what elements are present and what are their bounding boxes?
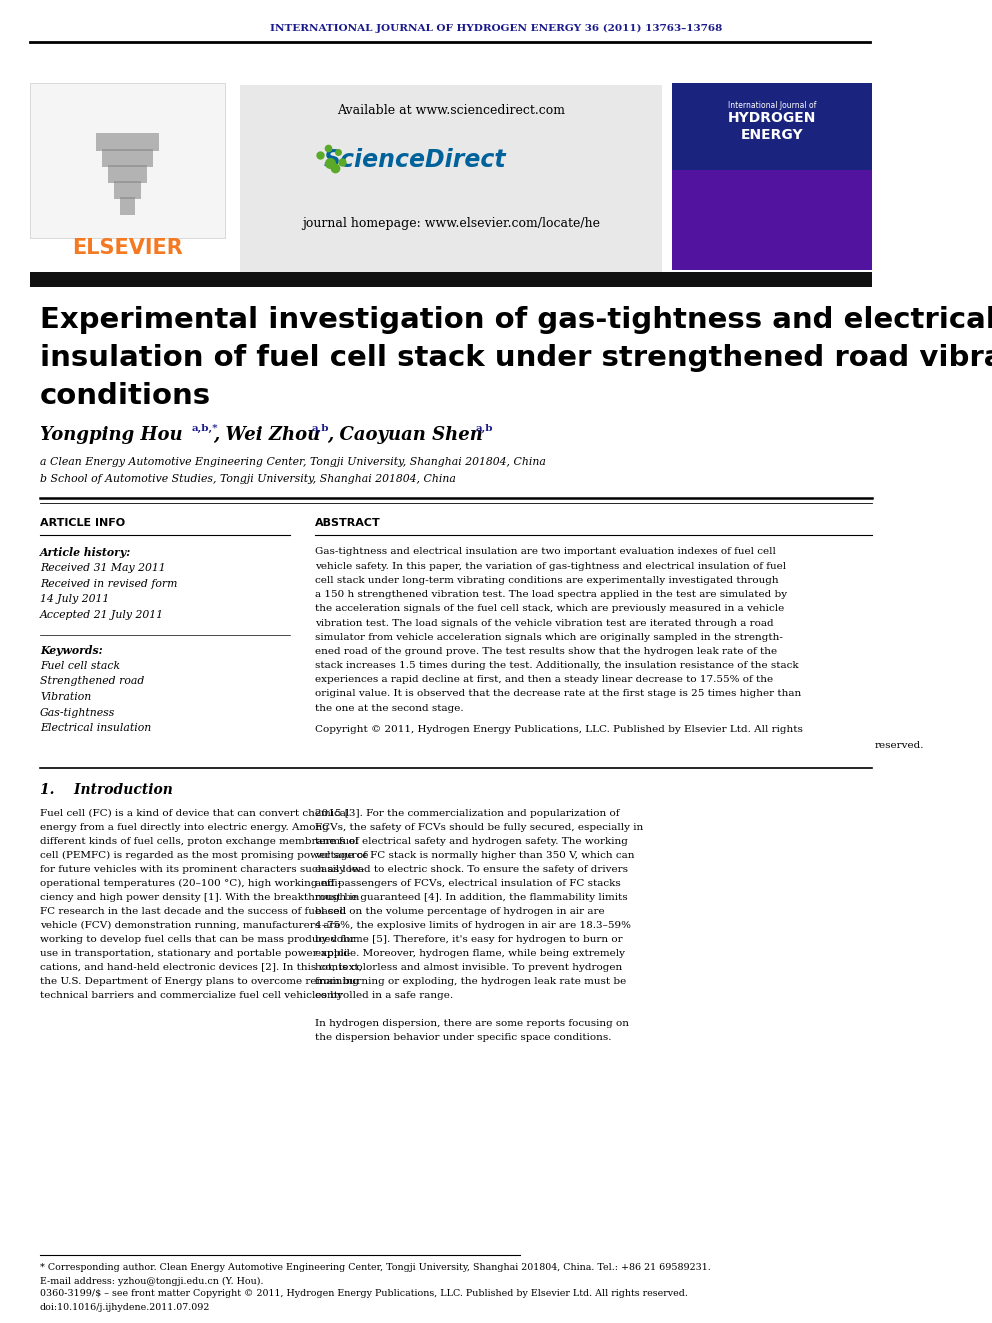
Text: ELSEVIER: ELSEVIER	[71, 238, 183, 258]
Text: Copyright © 2011, Hydrogen Energy Publications, LLC. Published by Elsevier Ltd. : Copyright © 2011, Hydrogen Energy Public…	[315, 725, 803, 734]
Text: HYDROGEN: HYDROGEN	[728, 111, 816, 124]
Text: the acceleration signals of the fuel cell stack, which are previously measured i: the acceleration signals of the fuel cel…	[315, 605, 785, 614]
Text: cations, and hand-held electronic devices [2]. In this context,: cations, and hand-held electronic device…	[40, 963, 362, 971]
Text: use in transportation, stationary and portable power appli-: use in transportation, stationary and po…	[40, 949, 350, 958]
Text: Gas-tightness and electrical insulation are two important evaluation indexes of : Gas-tightness and electrical insulation …	[315, 548, 776, 557]
Text: cell stack under long-term vibrating conditions are experimentally investigated : cell stack under long-term vibrating con…	[315, 576, 779, 585]
Text: the dispersion behavior under specific space conditions.: the dispersion behavior under specific s…	[315, 1032, 611, 1041]
Text: Accepted 21 July 2011: Accepted 21 July 2011	[40, 610, 164, 620]
Text: vehicle safety. In this paper, the variation of gas-tightness and electrical ins: vehicle safety. In this paper, the varia…	[315, 562, 786, 570]
Text: Received in revised form: Received in revised form	[40, 579, 178, 589]
Text: * Corresponding author. Clean Energy Automotive Engineering Center, Tongji Unive: * Corresponding author. Clean Energy Aut…	[40, 1263, 710, 1273]
Text: for future vehicles with its prominent characters such as low-: for future vehicles with its prominent c…	[40, 864, 364, 873]
Text: technical barriers and commercialize fuel cell vehicles by: technical barriers and commercialize fue…	[40, 991, 343, 999]
Text: doi:10.1016/j.ijhydene.2011.07.092: doi:10.1016/j.ijhydene.2011.07.092	[40, 1303, 210, 1311]
Text: In hydrogen dispersion, there are some reports focusing on: In hydrogen dispersion, there are some r…	[315, 1019, 629, 1028]
Text: journal homepage: www.elsevier.com/locate/he: journal homepage: www.elsevier.com/locat…	[302, 217, 600, 229]
Text: explode. Moreover, hydrogen flame, while being extremely: explode. Moreover, hydrogen flame, while…	[315, 949, 625, 958]
Text: terms of electrical safety and hydrogen safety. The working: terms of electrical safety and hydrogen …	[315, 836, 628, 845]
FancyBboxPatch shape	[672, 169, 872, 270]
Text: voltage of FC stack is normally higher than 350 V, which can: voltage of FC stack is normally higher t…	[315, 851, 635, 860]
Text: b School of Automotive Studies, Tongji University, Shanghai 201804, China: b School of Automotive Studies, Tongji U…	[40, 474, 456, 484]
Text: original value. It is observed that the decrease rate at the first stage is 25 t: original value. It is observed that the …	[315, 689, 802, 699]
Text: Electrical insulation: Electrical insulation	[40, 722, 151, 733]
Text: 1.    Introduction: 1. Introduction	[40, 783, 173, 796]
Text: 0360-3199/$ – see front matter Copyright © 2011, Hydrogen Energy Publications, L: 0360-3199/$ – see front matter Copyright…	[40, 1290, 687, 1298]
FancyBboxPatch shape	[113, 181, 141, 198]
Text: a 150 h strengthened vibration test. The load spectra applied in the test are si: a 150 h strengthened vibration test. The…	[315, 590, 787, 599]
Text: FCVs, the safety of FCVs should be fully secured, especially in: FCVs, the safety of FCVs should be fully…	[315, 823, 643, 831]
FancyBboxPatch shape	[95, 134, 159, 151]
Text: conditions: conditions	[40, 382, 211, 410]
Text: ABSTRACT: ABSTRACT	[315, 519, 381, 528]
Text: Received 31 May 2011: Received 31 May 2011	[40, 564, 166, 573]
Text: reserved.: reserved.	[875, 741, 925, 750]
Text: 14 July 2011: 14 July 2011	[40, 594, 109, 605]
Text: ciency and high power density [1]. With the breakthrough in: ciency and high power density [1]. With …	[40, 893, 359, 901]
Text: 4–75%, the explosive limits of hydrogen in air are 18.3–59%: 4–75%, the explosive limits of hydrogen …	[315, 921, 631, 930]
Text: Available at www.sciencedirect.com: Available at www.sciencedirect.com	[337, 103, 565, 116]
Text: simulator from vehicle acceleration signals which are originally sampled in the : simulator from vehicle acceleration sign…	[315, 632, 783, 642]
Text: and passengers of FCVs, electrical insulation of FC stacks: and passengers of FCVs, electrical insul…	[315, 878, 621, 888]
FancyBboxPatch shape	[672, 83, 872, 270]
Text: 2015 [3]. For the commercialization and popularization of: 2015 [3]. For the commercialization and …	[315, 808, 619, 818]
Text: Strengthened road: Strengthened road	[40, 676, 145, 687]
FancyBboxPatch shape	[240, 85, 662, 273]
Text: vehicle (FCV) demonstration running, manufacturers are: vehicle (FCV) demonstration running, man…	[40, 921, 340, 930]
Text: from burning or exploding, the hydrogen leak rate must be: from burning or exploding, the hydrogen …	[315, 976, 626, 986]
Text: by volume [5]. Therefore, it's easy for hydrogen to burn or: by volume [5]. Therefore, it's easy for …	[315, 934, 623, 943]
Text: a Clean Energy Automotive Engineering Center, Tongji University, Shanghai 201804: a Clean Energy Automotive Engineering Ce…	[40, 456, 546, 467]
Text: Vibration: Vibration	[40, 692, 91, 703]
Text: insulation of fuel cell stack under strengthened road vibrating: insulation of fuel cell stack under stre…	[40, 344, 992, 372]
FancyBboxPatch shape	[30, 83, 225, 238]
Text: controlled in a safe range.: controlled in a safe range.	[315, 991, 453, 999]
Text: a,b: a,b	[476, 423, 493, 433]
FancyBboxPatch shape	[30, 273, 872, 287]
Text: , Caoyuan Shen: , Caoyuan Shen	[327, 426, 483, 445]
Text: vibration test. The load signals of the vehicle vibration test are iterated thro: vibration test. The load signals of the …	[315, 618, 774, 627]
FancyBboxPatch shape	[119, 197, 135, 216]
Text: the one at the second stage.: the one at the second stage.	[315, 704, 463, 713]
Text: different kinds of fuel cells, proton exchange membrane fuel: different kinds of fuel cells, proton ex…	[40, 836, 359, 845]
Text: energy from a fuel directly into electric energy. Among: energy from a fuel directly into electri…	[40, 823, 329, 831]
Text: Fuel cell (FC) is a kind of device that can convert chemical: Fuel cell (FC) is a kind of device that …	[40, 808, 349, 818]
Text: cell (PEMFC) is regarded as the most promising power source: cell (PEMFC) is regarded as the most pro…	[40, 851, 368, 860]
Text: ened road of the ground prove. The test results show that the hydrogen leak rate: ened road of the ground prove. The test …	[315, 647, 777, 656]
Text: Yongping Hou: Yongping Hou	[40, 426, 183, 445]
Text: working to develop fuel cells that can be mass produced for: working to develop fuel cells that can b…	[40, 934, 355, 943]
Text: the U.S. Department of Energy plans to overcome remaining: the U.S. Department of Energy plans to o…	[40, 976, 359, 986]
Text: Keywords:: Keywords:	[40, 644, 102, 655]
Text: a,b: a,b	[312, 423, 329, 433]
Text: ARTICLE INFO: ARTICLE INFO	[40, 519, 125, 528]
Text: based on the volume percentage of hydrogen in air are: based on the volume percentage of hydrog…	[315, 906, 605, 916]
Text: stack increases 1.5 times during the test. Additionally, the insulation resistan: stack increases 1.5 times during the tes…	[315, 662, 799, 671]
Text: hot, is colorless and almost invisible. To prevent hydrogen: hot, is colorless and almost invisible. …	[315, 963, 622, 971]
Text: a,b,*: a,b,*	[192, 423, 218, 433]
Text: Fuel cell stack: Fuel cell stack	[40, 662, 120, 671]
Text: must be guaranteed [4]. In addition, the flammability limits: must be guaranteed [4]. In addition, the…	[315, 893, 628, 901]
Text: operational temperatures (20–100 °C), high working effi-: operational temperatures (20–100 °C), hi…	[40, 878, 341, 888]
FancyBboxPatch shape	[101, 149, 153, 167]
Text: ENERGY: ENERGY	[741, 128, 804, 142]
Text: Gas-tightness: Gas-tightness	[40, 708, 115, 717]
Text: experiences a rapid decline at first, and then a steady linear decrease to 17.55: experiences a rapid decline at first, an…	[315, 675, 773, 684]
Text: International Journal of: International Journal of	[728, 101, 816, 110]
Text: , Wei Zhou: , Wei Zhou	[213, 426, 320, 445]
Text: ScienceDirect: ScienceDirect	[323, 148, 506, 172]
Text: E-mail address: yzhou@tongji.edu.cn (Y. Hou).: E-mail address: yzhou@tongji.edu.cn (Y. …	[40, 1277, 264, 1286]
Text: Article history:: Article history:	[40, 546, 131, 557]
Text: Experimental investigation of gas-tightness and electrical: Experimental investigation of gas-tightn…	[40, 306, 992, 333]
Text: FC research in the last decade and the success of fuel cell: FC research in the last decade and the s…	[40, 906, 346, 916]
Text: INTERNATIONAL JOURNAL OF HYDROGEN ENERGY 36 (2011) 13763–13768: INTERNATIONAL JOURNAL OF HYDROGEN ENERGY…	[270, 24, 722, 33]
Text: easily lead to electric shock. To ensure the safety of drivers: easily lead to electric shock. To ensure…	[315, 864, 628, 873]
FancyBboxPatch shape	[107, 165, 147, 183]
